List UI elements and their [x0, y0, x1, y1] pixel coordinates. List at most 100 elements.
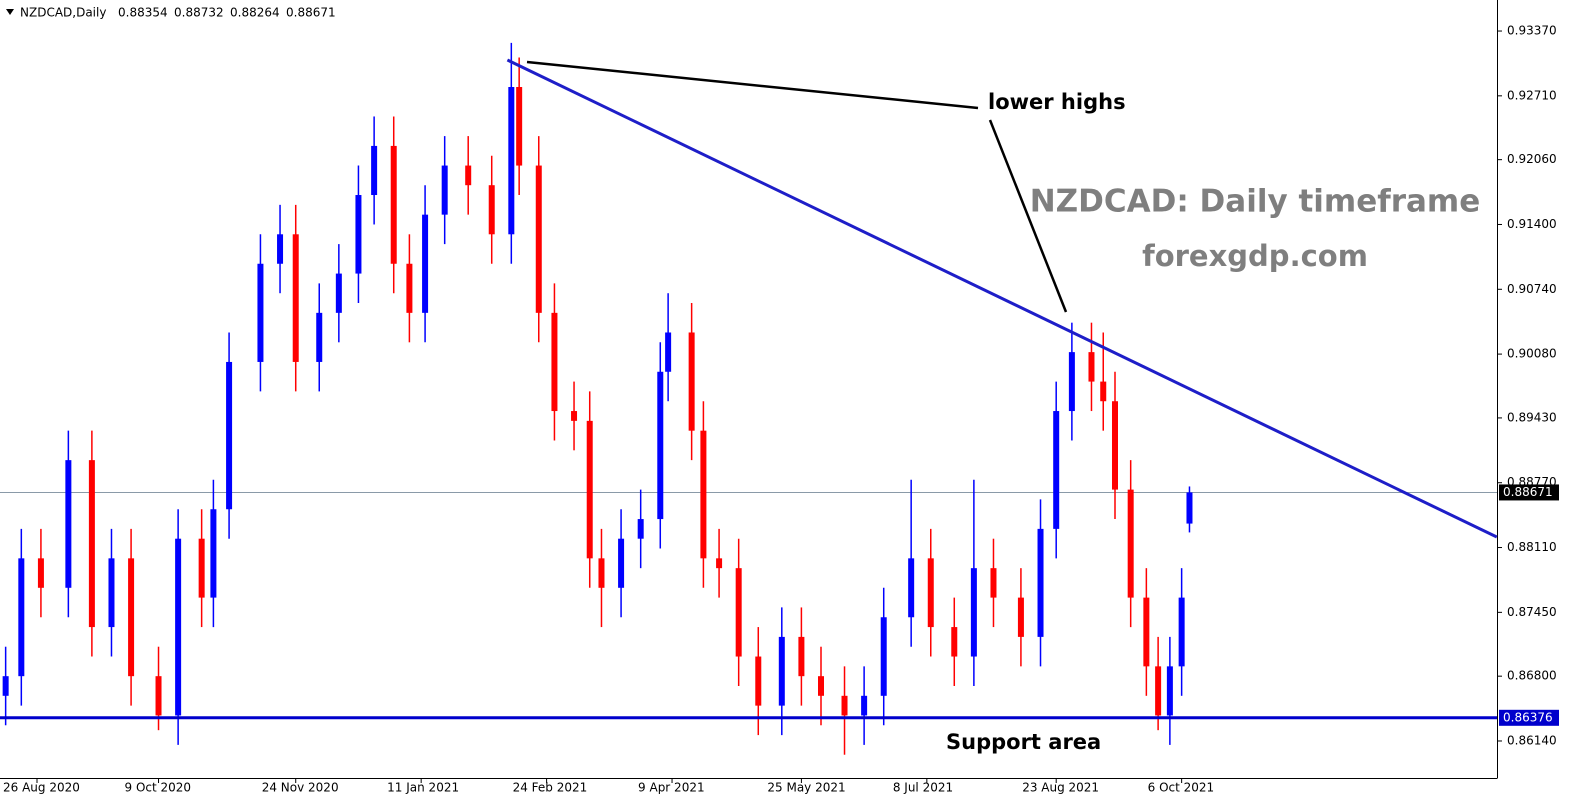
trendline: [506, 58, 1498, 539]
candle-body: [508, 87, 515, 235]
plot: [0, 42, 1498, 755]
y-tick-label: 0.90740: [1507, 282, 1557, 296]
y-tick-label: 0.88110: [1507, 540, 1557, 554]
candle-body: [441, 165, 448, 215]
candle-body: [277, 234, 284, 264]
candle-body: [990, 568, 997, 598]
candle-body: [1088, 352, 1095, 382]
candle-body: [1037, 528, 1044, 637]
candle-body: [335, 273, 342, 313]
candle-body: [257, 263, 264, 362]
y-tick-label: 0.93370: [1507, 24, 1557, 38]
candle-body: [1166, 666, 1173, 716]
x-tick-label: 24 Feb 2021: [513, 781, 588, 795]
candle-body: [1111, 401, 1118, 490]
candle-body: [586, 420, 593, 559]
candle-body: [571, 411, 578, 421]
support-price-label: 0.86376: [1503, 710, 1553, 724]
candle-body: [65, 460, 72, 588]
candle-body: [422, 214, 429, 313]
x-tick-label: 8 Jul 2021: [893, 781, 953, 795]
candle-body: [665, 332, 672, 372]
candle-body: [818, 676, 824, 696]
candle-body: [488, 185, 495, 235]
candle-body: [155, 676, 162, 716]
watermark: NZDCAD: Daily timeframe: [1030, 184, 1481, 220]
candle-body: [1100, 381, 1107, 402]
header-low: 0.88264: [230, 6, 280, 20]
y-tick-label: 0.86140: [1507, 733, 1557, 747]
candle-body: [108, 558, 115, 628]
annotation-pointer: [988, 119, 1068, 313]
candle-body: [37, 558, 44, 588]
candle-body: [755, 656, 762, 706]
candle-body: [355, 195, 362, 274]
candle-body: [951, 627, 958, 657]
candle-body: [88, 460, 95, 628]
y-tick-label: 0.89430: [1507, 410, 1557, 424]
candle-body: [657, 371, 664, 520]
y-tick-label: 0.90080: [1507, 347, 1557, 361]
y-tick-label: 0.87450: [1507, 605, 1557, 619]
header-high: 0.88732: [174, 6, 224, 20]
candle-body: [970, 568, 977, 657]
x-tick-label: 24 Nov 2020: [262, 781, 339, 795]
candle-body: [861, 695, 868, 716]
candle-body: [390, 145, 397, 264]
candle-body: [551, 312, 558, 412]
candle-body: [618, 538, 625, 588]
candle-body: [1186, 492, 1193, 524]
candle-body: [598, 558, 605, 588]
candle-body: [2, 676, 9, 696]
y-tick-label: 0.92710: [1507, 88, 1557, 102]
candle-body: [371, 145, 378, 196]
x-tick-label: 26 Aug 2020: [3, 781, 80, 795]
candle-body: [700, 430, 707, 559]
x-tick-label: 9 Apr 2021: [638, 781, 705, 795]
candle-body: [18, 558, 25, 677]
candle-body: [292, 234, 299, 362]
candle-body: [1178, 597, 1185, 667]
menu-icon[interactable]: [6, 9, 14, 15]
x-tick-label: 6 Oct 2021: [1148, 781, 1215, 795]
annotation: lower highs: [988, 90, 1126, 114]
candle-body: [735, 568, 742, 657]
candle-body: [316, 312, 323, 362]
candle-body: [406, 263, 413, 313]
current-price-label: 0.88671: [1503, 485, 1553, 499]
x-tick-label: 25 May 2021: [767, 781, 845, 795]
candle-body: [880, 617, 887, 696]
candle-body: [128, 558, 135, 677]
candle-body: [1017, 597, 1024, 637]
header-symbol: NZDCAD,Daily: [20, 6, 106, 20]
annotation: Support area: [946, 730, 1101, 754]
candle-body: [1155, 666, 1162, 716]
candle-body: [1143, 597, 1150, 667]
candle-body: [688, 332, 695, 431]
candle-body: [1068, 352, 1075, 412]
candle-body: [908, 558, 915, 618]
candle-body: [778, 636, 785, 706]
y-tick-label: 0.91400: [1507, 217, 1557, 231]
x-tick-label: 23 Aug 2021: [1022, 781, 1099, 795]
candle-body: [465, 165, 472, 186]
header-open: 0.88354: [118, 6, 168, 20]
candle-body: [198, 538, 205, 598]
candle-body: [1053, 411, 1060, 529]
candle-body: [798, 636, 805, 677]
candle-body: [535, 165, 542, 313]
current-price-box: [1499, 484, 1559, 501]
y-tick-label: 0.92060: [1507, 152, 1557, 166]
x-tick-label: 11 Jan 2021: [387, 781, 459, 795]
candle-body: [226, 361, 233, 510]
watermark: forexgdp.com: [1142, 239, 1368, 273]
candle-body: [210, 509, 217, 598]
support-price-box: [1499, 709, 1559, 726]
candle-body: [516, 87, 523, 166]
candle-body: [841, 695, 848, 716]
annotation-pointer: [526, 60, 979, 110]
candle-body: [716, 558, 723, 569]
x-tick-label: 9 Oct 2020: [125, 781, 192, 795]
